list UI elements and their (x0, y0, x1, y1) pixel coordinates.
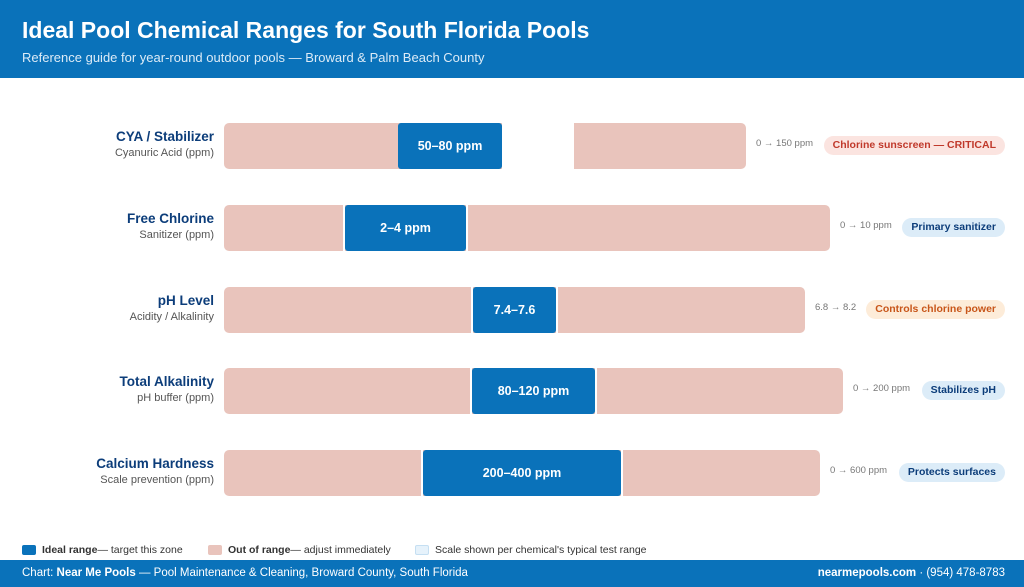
legend-item-out-of-range: Out of range — adjust immediately (208, 544, 391, 556)
chart-subtitle: Reference guide for year-round outdoor p… (22, 50, 485, 65)
ideal-range-bar: 7.4–7.6 (473, 287, 556, 333)
footer-brand: Near Me Pools (56, 567, 136, 579)
chart-row-cya-stabilizer: CYA / Stabilizer Cyanuric Acid (ppm) 50–80… (0, 123, 1024, 169)
footer-credit: Chart: Near Me Pools — Pool Maintenance … (22, 567, 468, 579)
row-sublabel: Scale prevention (ppm) (100, 474, 214, 486)
chart-header: Ideal Pool Chemical Ranges for South Flo… (0, 0, 1024, 78)
scale-range-label: 0 → 200 ppm (853, 383, 911, 394)
legend-swatch-ideal (22, 545, 36, 555)
row-label: Total Alkalinity pH buffer (ppm) (119, 374, 214, 404)
role-badge: Stabilizes pH (921, 381, 1005, 400)
role-badge: Chlorine sunscreen — CRITICAL (823, 136, 1005, 155)
track-divider (621, 450, 623, 496)
chart-title: Ideal Pool Chemical Ranges for South Flo… (22, 17, 590, 43)
legend-item-ideal: Ideal range — target this zone (22, 544, 183, 556)
legend-desc-scale: Scale shown per chemical's typical test … (435, 544, 647, 556)
footer-contact: nearmepools.com · (954) 478-8783 (818, 567, 1005, 579)
footer-site[interactable]: nearmepools.com (817, 567, 917, 579)
footer-prefix: Chart: (22, 567, 57, 579)
track-divider (421, 450, 423, 496)
ideal-range-bar: 200–400 ppm (423, 450, 621, 496)
role-badge: Protects surfaces (898, 463, 1005, 482)
legend-swatch-out-of-range (208, 545, 222, 555)
chart-row-total-alkalinity: Total Alkalinity pH buffer (ppm) 80–120 pp… (0, 368, 1024, 414)
row-name: Calcium Hardness (96, 456, 214, 471)
row-label: Calcium Hardness Scale prevention (ppm) (96, 456, 214, 486)
out-of-range-track: 50–80 ppm (224, 123, 746, 169)
legend-item-scale: Scale shown per chemical's typical test … (415, 544, 647, 556)
row-sublabel: Sanitizer (ppm) (139, 229, 214, 241)
legend-desc-out-of-range: — adjust immediately (290, 544, 391, 556)
row-label: CYA / Stabilizer Cyanuric Acid (ppm) (115, 129, 214, 159)
row-label: Free Chlorine Sanitizer (ppm) (127, 211, 214, 241)
chart-row-ph-level: pH Level Acidity / Alkalinity 7.4–7.6 6.8 →… (0, 287, 1024, 333)
ideal-range-bar: 80–120 ppm (472, 368, 595, 414)
role-badge: Primary sanitizer (902, 218, 1005, 237)
ideal-range-bar: 50–80 ppm (398, 123, 502, 169)
scale-range-label: 0 → 150 ppm (756, 138, 814, 149)
ideal-range-bar: 2–4 ppm (345, 205, 466, 251)
track-divider (471, 287, 473, 333)
track-divider (343, 205, 345, 251)
scale-range-label: 0 → 600 ppm (830, 465, 888, 476)
legend-label-out-of-range: Out of range (228, 544, 291, 556)
out-of-range-track: 2–4 ppm (224, 205, 830, 251)
out-of-range-track: 7.4–7.6 (224, 287, 805, 333)
legend-swatch-scale (415, 545, 429, 555)
scale-range-label: 6.8 → 8.2 (815, 302, 857, 313)
legend-desc-ideal: — target this zone (97, 544, 183, 556)
scale-gap (502, 123, 574, 169)
footer: Chart: Near Me Pools — Pool Maintenance … (0, 560, 1024, 587)
out-of-range-track: 200–400 ppm (224, 450, 820, 496)
chart-row-calcium-hardness: Calcium Hardness Scale prevention (ppm) 20… (0, 450, 1024, 496)
row-sublabel: Acidity / Alkalinity (129, 311, 214, 323)
footer-rest: — Pool Maintenance & Cleaning, Broward C… (135, 567, 468, 579)
legend-label-ideal: Ideal range (42, 544, 98, 556)
track-divider (595, 368, 597, 414)
row-label: pH Level Acidity / Alkalinity (130, 293, 214, 323)
footer-phone: · (954) 478-8783 (916, 567, 1005, 579)
row-name: Free Chlorine (126, 211, 214, 226)
track-divider (466, 205, 468, 251)
row-name: Total Alkalinity (119, 374, 214, 389)
role-badge: Controls chlorine power (866, 300, 1005, 319)
scale-range-label: 0 → 10 ppm (840, 220, 892, 231)
chart-row-free-chlorine: Free Chlorine Sanitizer (ppm) 2–4 ppm 0 → 1… (0, 205, 1024, 251)
row-name: pH Level (157, 293, 214, 308)
track-divider (556, 287, 558, 333)
out-of-range-track: 80–120 ppm (224, 368, 843, 414)
row-name: CYA / Stabilizer (115, 129, 214, 144)
row-sublabel: pH buffer (ppm) (137, 392, 214, 404)
row-sublabel: Cyanuric Acid (ppm) (114, 147, 214, 159)
track-divider (470, 368, 472, 414)
